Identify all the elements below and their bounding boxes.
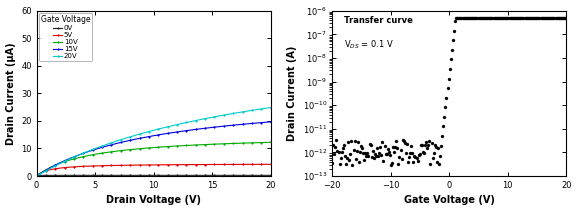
- 10V: [248, 142, 254, 144]
- 0V: [132, 174, 138, 177]
- 5V: [34, 174, 41, 176]
- 5V: [118, 164, 125, 166]
- 15V: [34, 174, 41, 177]
- 0V: [159, 174, 166, 177]
- 20V: [267, 106, 274, 109]
- Text: V$_{DS}$ = 0.1 V: V$_{DS}$ = 0.1 V: [344, 39, 394, 51]
- Line: 10V: 10V: [36, 141, 272, 177]
- 20V: [33, 175, 40, 177]
- 10V: [132, 148, 138, 150]
- Text: Transfer curve: Transfer curve: [344, 16, 413, 25]
- 20V: [159, 127, 166, 129]
- X-axis label: Drain Voltage (V): Drain Voltage (V): [106, 195, 201, 206]
- X-axis label: Gate Voltage (V): Gate Voltage (V): [404, 195, 494, 206]
- 15V: [132, 138, 138, 141]
- 20V: [132, 134, 138, 137]
- 20V: [34, 174, 41, 177]
- 10V: [34, 174, 41, 176]
- 0V: [54, 174, 61, 177]
- 5V: [54, 167, 61, 170]
- 20V: [118, 138, 125, 141]
- 15V: [118, 141, 125, 143]
- Line: 15V: 15V: [36, 121, 272, 177]
- 15V: [54, 163, 61, 165]
- 10V: [118, 149, 125, 152]
- 15V: [159, 133, 166, 135]
- 0V: [248, 174, 254, 177]
- 15V: [33, 175, 40, 177]
- 10V: [159, 146, 166, 148]
- Y-axis label: Drain Current (μA): Drain Current (μA): [6, 42, 16, 145]
- 0V: [267, 174, 274, 177]
- 10V: [33, 175, 40, 177]
- Line: 20V: 20V: [36, 107, 272, 177]
- 5V: [159, 164, 166, 166]
- Line: 0V: 0V: [36, 174, 272, 177]
- 5V: [267, 163, 274, 166]
- 5V: [33, 175, 40, 177]
- 0V: [34, 174, 41, 177]
- 10V: [54, 163, 61, 165]
- 10V: [267, 141, 274, 143]
- 15V: [248, 122, 254, 125]
- 15V: [267, 120, 274, 123]
- 20V: [248, 109, 254, 112]
- 20V: [54, 163, 61, 166]
- Line: 5V: 5V: [36, 164, 272, 177]
- 5V: [248, 163, 254, 166]
- Legend: 0V, 5V, 10V, 15V, 20V: 0V, 5V, 10V, 15V, 20V: [39, 13, 92, 61]
- 0V: [118, 174, 125, 177]
- 5V: [132, 164, 138, 166]
- 0V: [33, 175, 40, 177]
- Y-axis label: Drain Current (A): Drain Current (A): [287, 46, 297, 141]
